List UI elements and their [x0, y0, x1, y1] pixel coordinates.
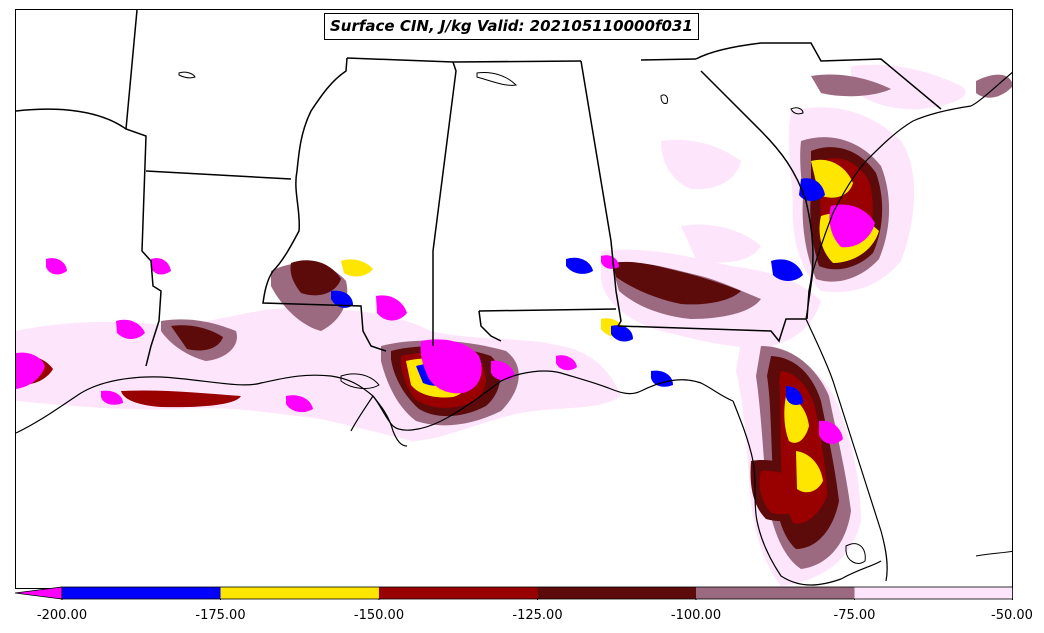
map-title: Surface CIN, J/kg Valid: 202105110000f03… [324, 13, 699, 40]
cin-blue-area [651, 370, 673, 387]
cin-magenta-area [116, 319, 145, 339]
map-panel [15, 9, 1013, 589]
colorbar-bin-darkred [537, 587, 696, 599]
cin-darkred-area [171, 325, 223, 351]
coastline [16, 374, 442, 434]
coastline [732, 400, 882, 586]
state-border-line [700, 70, 814, 320]
lake-outline [476, 72, 518, 86]
cin-yellow-area [341, 259, 373, 277]
lakes [178, 71, 1012, 564]
cin-mauve-area [811, 74, 891, 97]
cin-blue-area [331, 290, 353, 308]
cin-magenta-area [16, 352, 45, 389]
cin-magenta-area [556, 355, 577, 371]
colorbar-tick-label: -200.00 [36, 608, 88, 623]
state-border-line [145, 170, 292, 180]
cin-magenta-area [286, 395, 313, 413]
coastlines [16, 71, 1012, 586]
cin-magenta-area [151, 258, 171, 275]
colorbar-bin-yellow [220, 587, 379, 599]
cin-magenta-area [819, 420, 843, 444]
cin-magenta-area [101, 390, 123, 405]
coastline [372, 395, 408, 447]
colorbar-bin-mauve [696, 587, 855, 599]
cin-pink-area [681, 224, 761, 263]
cin-pink-area [661, 139, 741, 190]
cin-blue-area [771, 259, 803, 281]
state-border-line [640, 58, 697, 61]
colorbar-tick-label: -150.00 [353, 608, 405, 623]
coastline [805, 318, 888, 582]
lake-outline [178, 71, 196, 79]
state-border-line [16, 108, 127, 130]
cin-mauve-area [976, 74, 1012, 98]
cin-map [16, 10, 1012, 586]
colorbar-tick-label: -75.00 [833, 608, 876, 623]
state-border-line [262, 57, 387, 352]
cin-magenta-area [601, 255, 619, 269]
state-border-line [580, 60, 622, 327]
cin-blue-area [566, 257, 593, 274]
state-border-line [478, 310, 502, 342]
colorbar-tick-label: -50.00 [991, 608, 1033, 623]
colorbar-tick-label: -175.00 [195, 608, 246, 623]
colorbar-bin-blue [62, 587, 221, 599]
lake-outline [660, 94, 668, 104]
cin-blue-area [611, 325, 633, 342]
cin-blue-area [786, 386, 803, 405]
coastline [350, 395, 374, 432]
coastline [805, 105, 972, 320]
colorbar [15, 586, 1013, 600]
colorbar-tick-label: -125.00 [512, 608, 563, 623]
cin-magenta-area [420, 339, 482, 394]
lake-outline [790, 107, 804, 115]
colorbar-under-triangle [15, 586, 63, 600]
cin-blue-area [799, 178, 825, 201]
cin-darkred-area [290, 260, 341, 296]
cin-yellow-area [784, 396, 809, 443]
cin-darkred-area [613, 261, 741, 305]
cin-yellow-area [796, 451, 823, 493]
coastline [440, 370, 734, 422]
lake-outline [340, 373, 380, 389]
state-borders [16, 10, 942, 367]
cin-magenta-area [829, 204, 875, 248]
state-border-line [617, 318, 806, 343]
state-border-line [452, 60, 582, 63]
cin-magenta-area [491, 360, 515, 381]
cin-magenta-areas [16, 204, 875, 444]
state-border-line [346, 57, 454, 63]
state-border-line [695, 42, 942, 110]
colorbar-tick-label: -100.00 [670, 608, 722, 623]
cin-magenta-area [46, 258, 67, 275]
coastline [970, 71, 1012, 107]
state-border-line [478, 308, 617, 312]
lake-outline [975, 550, 1012, 557]
cin-magenta-area [376, 295, 407, 321]
state-border-line [432, 61, 457, 346]
colorbar-bin-pink [854, 587, 1013, 599]
state-border-line [125, 10, 162, 367]
cin-red-area [121, 390, 241, 408]
lake-outline [845, 543, 866, 564]
cin-pink-area [851, 64, 966, 110]
colorbar-bin-red [379, 587, 538, 599]
